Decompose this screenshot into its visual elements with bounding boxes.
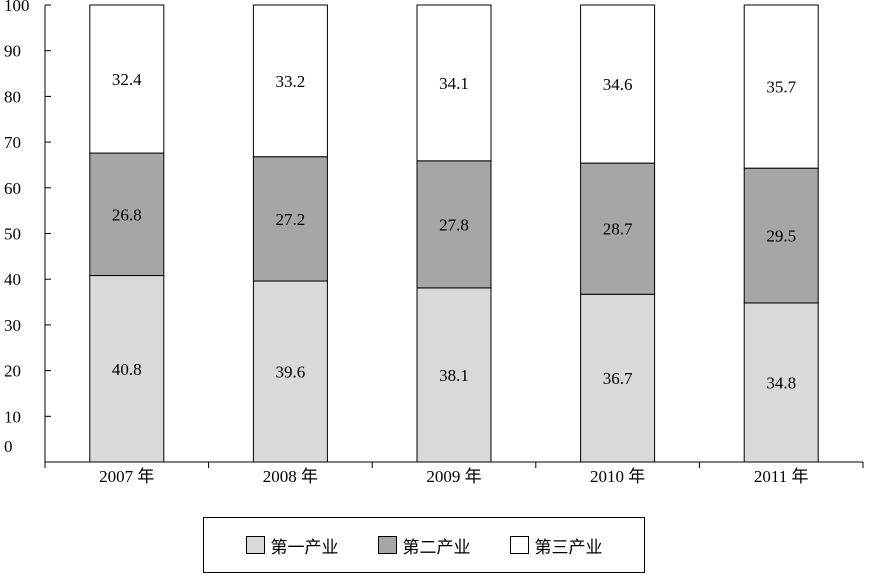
bar-segment-2-5 [743,167,819,304]
legend-label-tertiary: 第三产业 [534,537,603,558]
data-label-2-2: 27.2 [276,210,306,229]
y-tick-label-20: 20 [4,362,21,381]
data-label-3-2: 33.2 [276,72,306,91]
bar-segment-1-5 [743,302,819,463]
data-label-3-3: 34.1 [439,74,469,93]
x-tick-label-1: 2007 年 [99,467,154,486]
legend-swatch-secondary [377,536,397,554]
bar-segment-1-4 [580,293,656,463]
legend-label-secondary: 第二产业 [402,537,471,558]
data-label-1-4: 36.7 [603,369,633,388]
y-tick-label-10: 10 [4,407,21,426]
x-tick-label-3: 2009 年 [426,467,481,486]
y-tick-label-60: 60 [4,179,21,198]
y-tick-label-0: 0 [4,437,13,456]
legend-swatch-tertiary [509,536,529,554]
data-label-1-5: 34.8 [766,373,796,392]
data-label-2-5: 29.5 [766,227,796,246]
data-label-2-3: 27.8 [439,215,469,234]
legend-label-primary: 第一产业 [270,537,339,558]
data-label-2-4: 28.7 [603,220,633,239]
y-tick-label-90: 90 [4,42,21,61]
legend-item-primary: 第一产业 [245,533,339,558]
bar-segment-2-2 [252,156,328,282]
data-label-3-1: 32.4 [112,70,142,89]
bar-segment-3-2 [252,4,328,158]
legend: 第一产业 第二产业 第三产业 [203,517,645,573]
data-label-2-1: 26.8 [112,205,142,224]
data-label-1-1: 40.8 [112,360,142,379]
y-tick-label-100: 100 [4,0,30,15]
data-label-3-4: 34.6 [603,75,633,94]
data-label-3-5: 35.7 [766,78,796,97]
x-tick-label-5: 2011 年 [754,467,809,486]
bar-segment-3-1 [89,4,165,154]
stacked-bar-chart: 0 10 20 30 40 50 60 70 80 90 100 40.8 26.8 32.4 2007 年… [4,0,864,486]
y-tick-label-50: 50 [4,225,21,244]
y-tick-label-70: 70 [4,133,21,152]
bar-segment-1-2 [252,280,328,463]
bar-segment-2-1 [89,152,165,277]
bar-segment-3-4 [580,4,656,164]
data-label-1-3: 38.1 [439,366,469,385]
y-tick-label-30: 30 [4,316,21,335]
bar-segment-3-3 [416,4,492,162]
bar-segment-2-4 [580,162,656,295]
legend-item-tertiary: 第三产业 [509,533,603,558]
bar-segment-1-3 [416,287,492,463]
legend-swatch-primary [245,536,265,554]
y-tick-label-80: 80 [4,87,21,106]
data-label-1-2: 39.6 [276,363,306,382]
bar-segment-2-3 [416,160,492,289]
y-tick-label-40: 40 [4,270,21,289]
bar-segment-3-5 [743,4,819,169]
legend-item-secondary: 第二产业 [377,533,471,558]
x-tick-label-2: 2008 年 [263,467,318,486]
x-tick-label-4: 2010 年 [590,467,645,486]
